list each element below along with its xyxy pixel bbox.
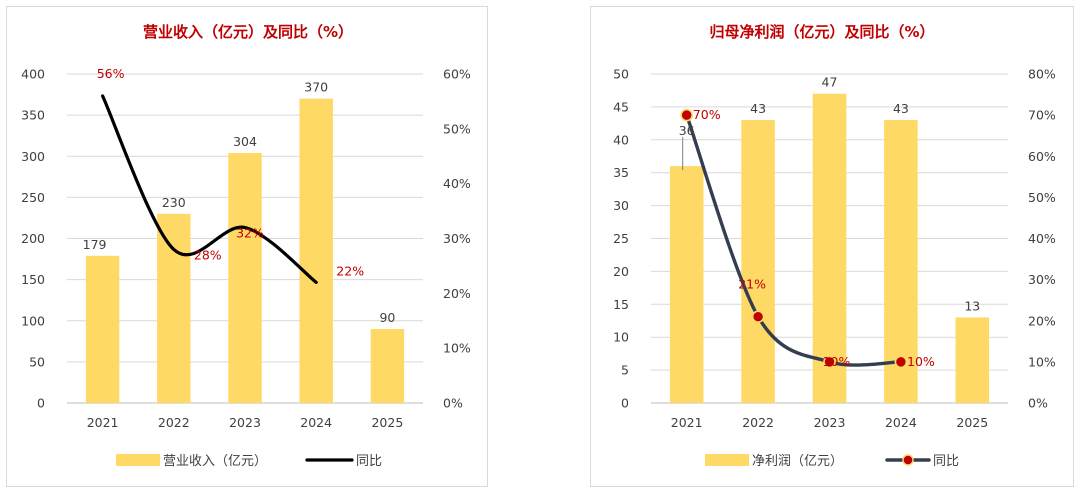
yoy-marker-2021 <box>680 108 693 122</box>
y2-tick-label: 40% <box>1028 231 1056 246</box>
y-tick-label: 200 <box>21 231 45 246</box>
yoy-marker-2023 <box>823 355 836 369</box>
y-tick-label: 0 <box>621 396 629 411</box>
y2-tick-label: 60% <box>443 67 471 82</box>
legend-line-label: 同比 <box>933 454 959 469</box>
chart-title: 营业收入（亿元）及同比（%） <box>143 23 353 41</box>
bar-value-label: 90 <box>379 310 395 325</box>
net-profit-chart: 归母净利润（亿元）及同比（%）051015202530354045500%10%… <box>613 23 1056 469</box>
bar-2023 <box>812 93 847 404</box>
bar-2021 <box>85 255 120 403</box>
yoy-value-label: 56% <box>97 66 125 81</box>
y2-tick-label: 70% <box>1028 108 1056 123</box>
bar-value-label: 13 <box>964 298 980 313</box>
x-tick-label: 2022 <box>158 415 190 430</box>
y-tick-label: 250 <box>21 190 45 205</box>
y-tick-label: 25 <box>613 231 629 246</box>
bar-2023 <box>228 152 262 403</box>
bar-2025 <box>370 328 405 403</box>
y-tick-label: 300 <box>21 149 45 164</box>
x-tick-label: 2024 <box>300 415 332 430</box>
y-tick-label: 5 <box>621 363 629 378</box>
bar-value-label: 43 <box>750 101 766 116</box>
y-tick-label: 15 <box>613 297 629 312</box>
yoy-value-label: 21% <box>738 277 766 292</box>
y2-tick-label: 50% <box>443 121 471 136</box>
revenue-chart: 营业收入（亿元）及同比（%） 0 50 100 150 200 250 300 350 400 0%… <box>21 23 471 469</box>
y-tick-label: 40 <box>613 132 629 147</box>
bar-value-label: 36 <box>679 123 695 138</box>
chart-title: 归母净利润（亿元）及同比（%） <box>709 23 934 41</box>
yoy-marker-2024 <box>894 355 908 369</box>
yoy-value-label: 22% <box>336 263 364 278</box>
y-tick-label: 10 <box>613 330 629 345</box>
yoy-value-label: 32% <box>236 226 264 241</box>
bar-value-label: 370 <box>304 80 328 95</box>
x-tick-label: 2023 <box>229 415 261 430</box>
bar-value-label: 230 <box>162 195 186 210</box>
y2-tick-label: 20% <box>1028 313 1056 328</box>
bar-2022 <box>741 120 775 403</box>
x-tick-label: 2021 <box>87 415 119 430</box>
yoy-line <box>685 113 903 367</box>
revenue-chart-panel: 营业收入（亿元）及同比（%） 0 50 100 150 200 250 300 350 400 0%… <box>6 6 488 487</box>
bar-value-label: 43 <box>893 101 909 116</box>
y2-tick-label: 30% <box>443 231 471 246</box>
yoy-value-label: 70% <box>693 107 721 122</box>
y2-tick-label: 0% <box>443 396 463 411</box>
y-tick-label: 0 <box>37 396 45 411</box>
y2-tick-label: 50% <box>1028 190 1056 205</box>
bar-value-label: 304 <box>233 134 257 149</box>
bar-2025 <box>955 317 990 403</box>
bar-2021 <box>669 166 704 403</box>
bar-value-label: 179 <box>83 237 107 252</box>
y2-tick-label: 20% <box>443 286 471 301</box>
yoy-marker-2022 <box>751 310 765 323</box>
y2-tick-label: 80% <box>1028 67 1056 82</box>
legend-bar-swatch <box>705 454 749 466</box>
y-tick-label: 100 <box>21 313 45 328</box>
x-tick-label: 2025 <box>371 415 403 430</box>
yoy-value-label: 10% <box>823 354 851 369</box>
x-tick-label: 2024 <box>885 415 917 430</box>
bar-value-label: 47 <box>822 75 838 90</box>
legend-bar-swatch <box>116 454 160 466</box>
y-tick-label: 400 <box>21 67 45 82</box>
bar-2024 <box>299 98 333 404</box>
y2-tick-label: 0% <box>1028 396 1048 411</box>
y2-tick-label: 40% <box>443 176 471 191</box>
y-tick-label: 50 <box>613 67 629 82</box>
bar-2022 <box>157 213 191 403</box>
y2-tick-label: 60% <box>1028 149 1056 164</box>
y-tick-label: 20 <box>613 264 629 279</box>
y-tick-label: 35 <box>613 165 629 180</box>
y2-tick-label: 30% <box>1028 272 1056 287</box>
legend-bar-label: 营业收入（亿元） <box>163 454 267 469</box>
y-tick-label: 350 <box>21 108 45 123</box>
y-tick-label: 45 <box>613 99 629 114</box>
x-tick-label: 2025 <box>956 415 988 430</box>
legend-bar-label: 净利润（亿元） <box>752 454 843 469</box>
y2-tick-label: 10% <box>1028 354 1056 369</box>
yoy-value-label: 10% <box>907 354 935 369</box>
y-tick-label: 30 <box>613 198 629 213</box>
y2-tick-label: 10% <box>443 341 471 356</box>
x-tick-label: 2023 <box>814 415 846 430</box>
x-tick-label: 2021 <box>671 415 703 430</box>
legend-line-label: 同比 <box>356 454 382 469</box>
yoy-value-label: 28% <box>194 247 222 262</box>
x-tick-label: 2022 <box>742 415 774 430</box>
y-tick-label: 50 <box>29 354 45 369</box>
net-profit-chart-panel: 归母净利润（亿元）及同比（%） 0 5 10 15 20 25 30 35 40 45 50 0% 10%… <box>590 6 1074 487</box>
yoy-line <box>101 94 318 284</box>
legend-line-marker <box>902 454 914 466</box>
y-tick-label: 150 <box>21 272 45 287</box>
